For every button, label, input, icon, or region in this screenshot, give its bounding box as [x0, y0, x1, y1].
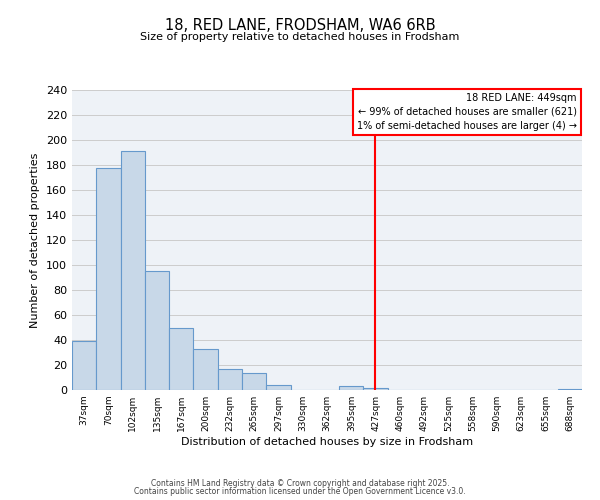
Text: Contains public sector information licensed under the Open Government Licence v3: Contains public sector information licen… — [134, 487, 466, 496]
Bar — [169, 328, 193, 390]
Bar — [242, 372, 266, 390]
Bar — [364, 388, 388, 390]
Bar — [121, 151, 145, 390]
Text: 18 RED LANE: 449sqm
← 99% of detached houses are smaller (621)
1% of semi-detach: 18 RED LANE: 449sqm ← 99% of detached ho… — [357, 93, 577, 131]
X-axis label: Distribution of detached houses by size in Frodsham: Distribution of detached houses by size … — [181, 437, 473, 447]
Bar — [96, 168, 121, 390]
Text: Size of property relative to detached houses in Frodsham: Size of property relative to detached ho… — [140, 32, 460, 42]
Bar — [558, 389, 582, 390]
Text: Contains HM Land Registry data © Crown copyright and database right 2025.: Contains HM Land Registry data © Crown c… — [151, 478, 449, 488]
Bar — [72, 341, 96, 390]
Text: 18, RED LANE, FRODSHAM, WA6 6RB: 18, RED LANE, FRODSHAM, WA6 6RB — [164, 18, 436, 32]
Bar — [145, 271, 169, 390]
Bar — [266, 385, 290, 390]
Bar — [339, 386, 364, 390]
Bar — [193, 349, 218, 390]
Y-axis label: Number of detached properties: Number of detached properties — [31, 152, 40, 328]
Bar — [218, 369, 242, 390]
